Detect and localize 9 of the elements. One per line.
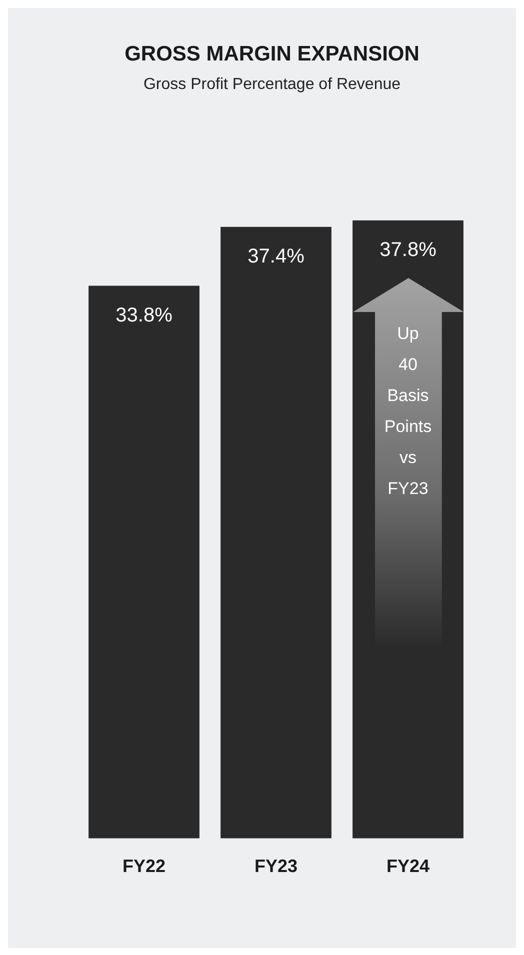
chart-title: GROSS MARGIN EXPANSION <box>124 42 420 66</box>
x-tick-label: FY24 <box>386 856 430 876</box>
chart-subtitle: Gross Profit Percentage of Revenue <box>143 76 401 94</box>
x-tick-label: FY22 <box>122 856 166 876</box>
x-tick-label: FY23 <box>254 856 298 876</box>
data-label: 37.4% <box>248 245 305 268</box>
annotation: Up 40 Basis Points vs FY23 <box>383 323 433 500</box>
data-label: 37.8% <box>380 238 437 261</box>
data-label: 33.8% <box>116 304 173 326</box>
